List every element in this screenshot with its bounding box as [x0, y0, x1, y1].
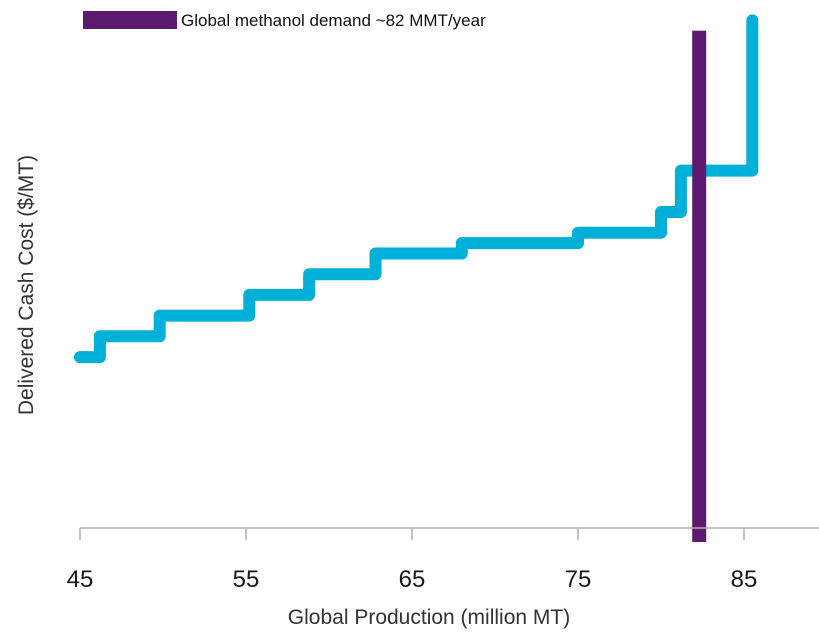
x-axis-ticks: 45 55 65 75 85	[67, 528, 758, 593]
demand-bar	[692, 30, 707, 542]
x-tick-label: 75	[565, 566, 592, 593]
x-axis-title: Global Production (million MT)	[288, 606, 570, 629]
x-tick-label: 65	[399, 566, 426, 593]
x-tick-label: 85	[731, 566, 758, 593]
y-axis-title: Delivered Cash Cost ($/MT)	[15, 155, 38, 415]
series-layer	[74, 14, 759, 542]
x-tick-label: 45	[67, 566, 94, 593]
legend-swatch-demand	[83, 11, 177, 29]
legend-label-demand: Global methanol demand ~82 MMT/year	[181, 11, 486, 30]
legend: Global methanol demand ~82 MMT/year	[83, 11, 486, 30]
cost-curve-series	[74, 14, 759, 364]
x-tick-label: 55	[233, 566, 260, 593]
